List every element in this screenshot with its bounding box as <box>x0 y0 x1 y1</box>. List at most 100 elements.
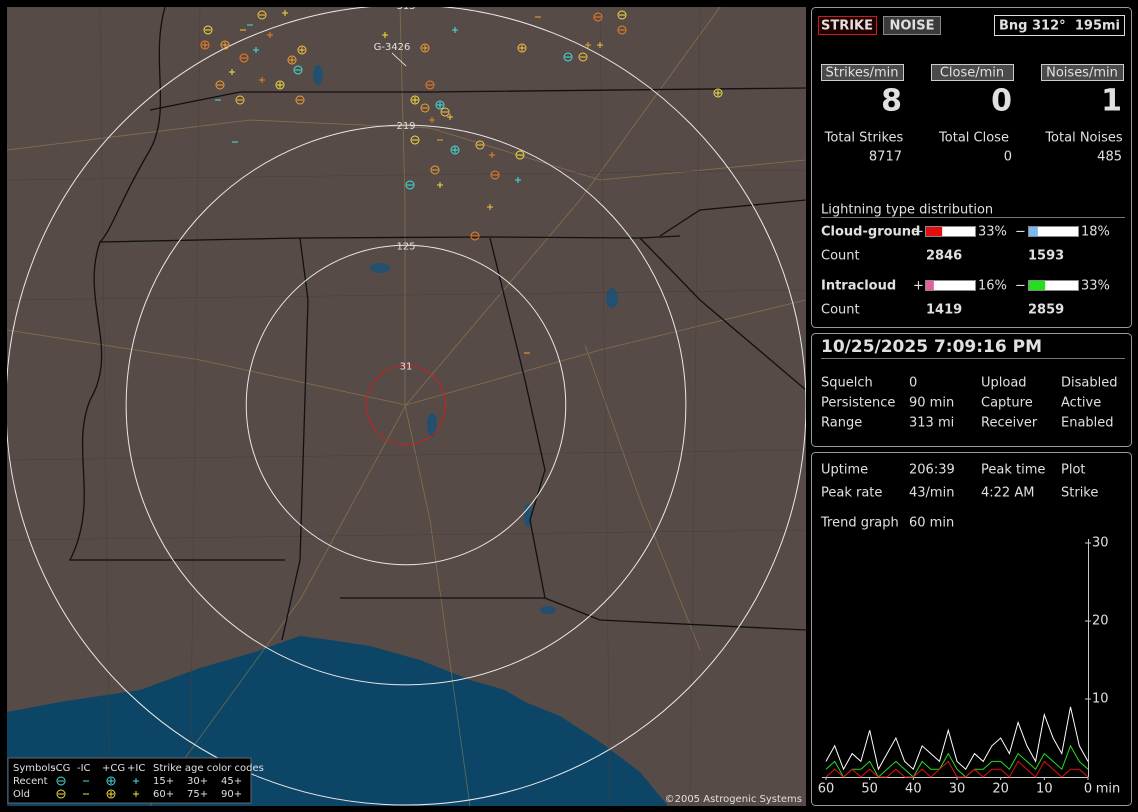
strike-symbol <box>597 42 603 48</box>
symbol-ring <box>515 150 525 160</box>
rate-value: 0 <box>991 84 1012 119</box>
legend-symbol <box>106 789 116 799</box>
count-value: 2846 <box>926 249 962 264</box>
strike-symbol <box>382 32 388 38</box>
count-label: Count <box>821 249 860 264</box>
strikes <box>200 10 723 354</box>
strike-symbol <box>470 231 480 241</box>
symbol-ring <box>215 80 225 90</box>
x-tick-label: 60 <box>818 782 835 797</box>
legend-age: 90+ <box>221 789 242 800</box>
symbol-ring <box>235 95 245 105</box>
pct-label: 16% <box>978 279 1007 294</box>
stats-text: Strike <box>1061 486 1098 501</box>
y-tick-label: 30 <box>1092 536 1109 551</box>
x-tick-label: 20 <box>992 782 1009 797</box>
legend-symbols-title: Symbols <box>13 763 55 774</box>
legend-symbol <box>56 789 66 799</box>
map: 31 125 219 313 G-3426 <box>7 7 806 806</box>
symbol-ring <box>420 103 430 113</box>
strike-symbol <box>713 88 723 98</box>
rate-label-box <box>931 64 1014 81</box>
strike-symbol <box>437 182 443 188</box>
symbol-ring <box>578 52 588 62</box>
count-value: 1419 <box>926 303 962 318</box>
strike-symbol <box>517 43 527 53</box>
strike-symbol <box>420 43 430 53</box>
map-legend: Symbols-CG -IC +CG +IC Strike age color code… <box>7 757 264 804</box>
range-ring <box>245 244 567 566</box>
stats-text: 43/min <box>909 486 954 501</box>
pct-bar-bg <box>1028 280 1079 291</box>
symbol-ring <box>106 776 116 786</box>
symbol-ring <box>257 10 267 20</box>
strike-symbol <box>440 107 450 117</box>
stats-text: Peak rate <box>821 486 882 501</box>
sign: − <box>1015 279 1026 294</box>
stats-text: 4:22 AM <box>981 486 1034 501</box>
x-tick-label: 10 <box>1036 782 1053 797</box>
symbol-ring <box>517 43 527 53</box>
x-axis-label: min <box>1096 782 1121 797</box>
strike-symbol <box>515 177 521 183</box>
trend-line <box>825 744 1089 778</box>
status-text: Disabled <box>1061 376 1117 391</box>
pct-bar-bg <box>925 226 976 237</box>
ring-label: 31 <box>400 361 413 372</box>
legend-age: 75+ <box>187 789 208 800</box>
symbol-ring <box>275 80 285 90</box>
rate-label: Noises/min <box>1046 66 1118 81</box>
noise-button[interactable] <box>883 16 941 35</box>
range-ring <box>125 124 687 686</box>
trend-line <box>825 760 1089 778</box>
strike-button-label: STRIKE <box>821 19 873 34</box>
strike-symbol <box>235 95 245 105</box>
strike-symbol <box>229 69 235 75</box>
strike-symbol <box>585 42 591 48</box>
strike-button[interactable] <box>818 16 877 35</box>
symbol-ring <box>563 52 573 62</box>
strike-symbol <box>410 95 420 105</box>
legend-symbol-head: +IC <box>127 763 145 774</box>
count-value: 1593 <box>1028 249 1064 264</box>
strike-symbol <box>450 145 460 155</box>
symbol-ring <box>435 100 445 110</box>
bearing-box <box>994 15 1125 36</box>
symbol-ring <box>239 53 249 63</box>
legend-symbol-head: -CG <box>52 763 70 774</box>
trend-line <box>825 706 1089 771</box>
strike-symbol <box>420 103 430 113</box>
status-text: Active <box>1061 396 1101 411</box>
status-text: Receiver <box>981 416 1038 431</box>
status-text: Range <box>821 416 862 431</box>
status-text: 90 min <box>909 396 954 411</box>
strike-symbol <box>282 10 288 16</box>
status-text: Enabled <box>1061 416 1114 431</box>
strike-symbol <box>425 80 435 90</box>
status-text: Persistence <box>821 396 895 411</box>
total-value: 8717 <box>869 150 902 165</box>
y-tick-label: 10 <box>1092 692 1109 707</box>
total-label: Total Noises <box>1044 131 1123 146</box>
pct-bar <box>1029 227 1038 236</box>
strike-symbol <box>410 135 420 145</box>
strike-symbol <box>257 10 267 20</box>
panel-frame <box>811 452 1132 806</box>
symbol-ring <box>713 88 723 98</box>
legend-recent: Recent <box>13 776 48 787</box>
legend-symbol-head: +CG <box>102 763 125 774</box>
strike-symbol <box>435 100 445 110</box>
legend-symbol <box>56 776 66 786</box>
stats-text: Uptime <box>821 463 868 478</box>
symbol-ring <box>200 40 210 50</box>
pct-bar-bg <box>1028 226 1079 237</box>
sign: + <box>913 279 924 294</box>
stats-text: 60 min <box>909 516 954 531</box>
strike-symbol <box>593 12 603 22</box>
stats-text: Trend graph <box>820 516 899 531</box>
strike-symbol <box>452 27 458 33</box>
lakes <box>313 65 618 614</box>
strike-symbol <box>515 150 525 160</box>
legend-symbol <box>133 778 139 784</box>
